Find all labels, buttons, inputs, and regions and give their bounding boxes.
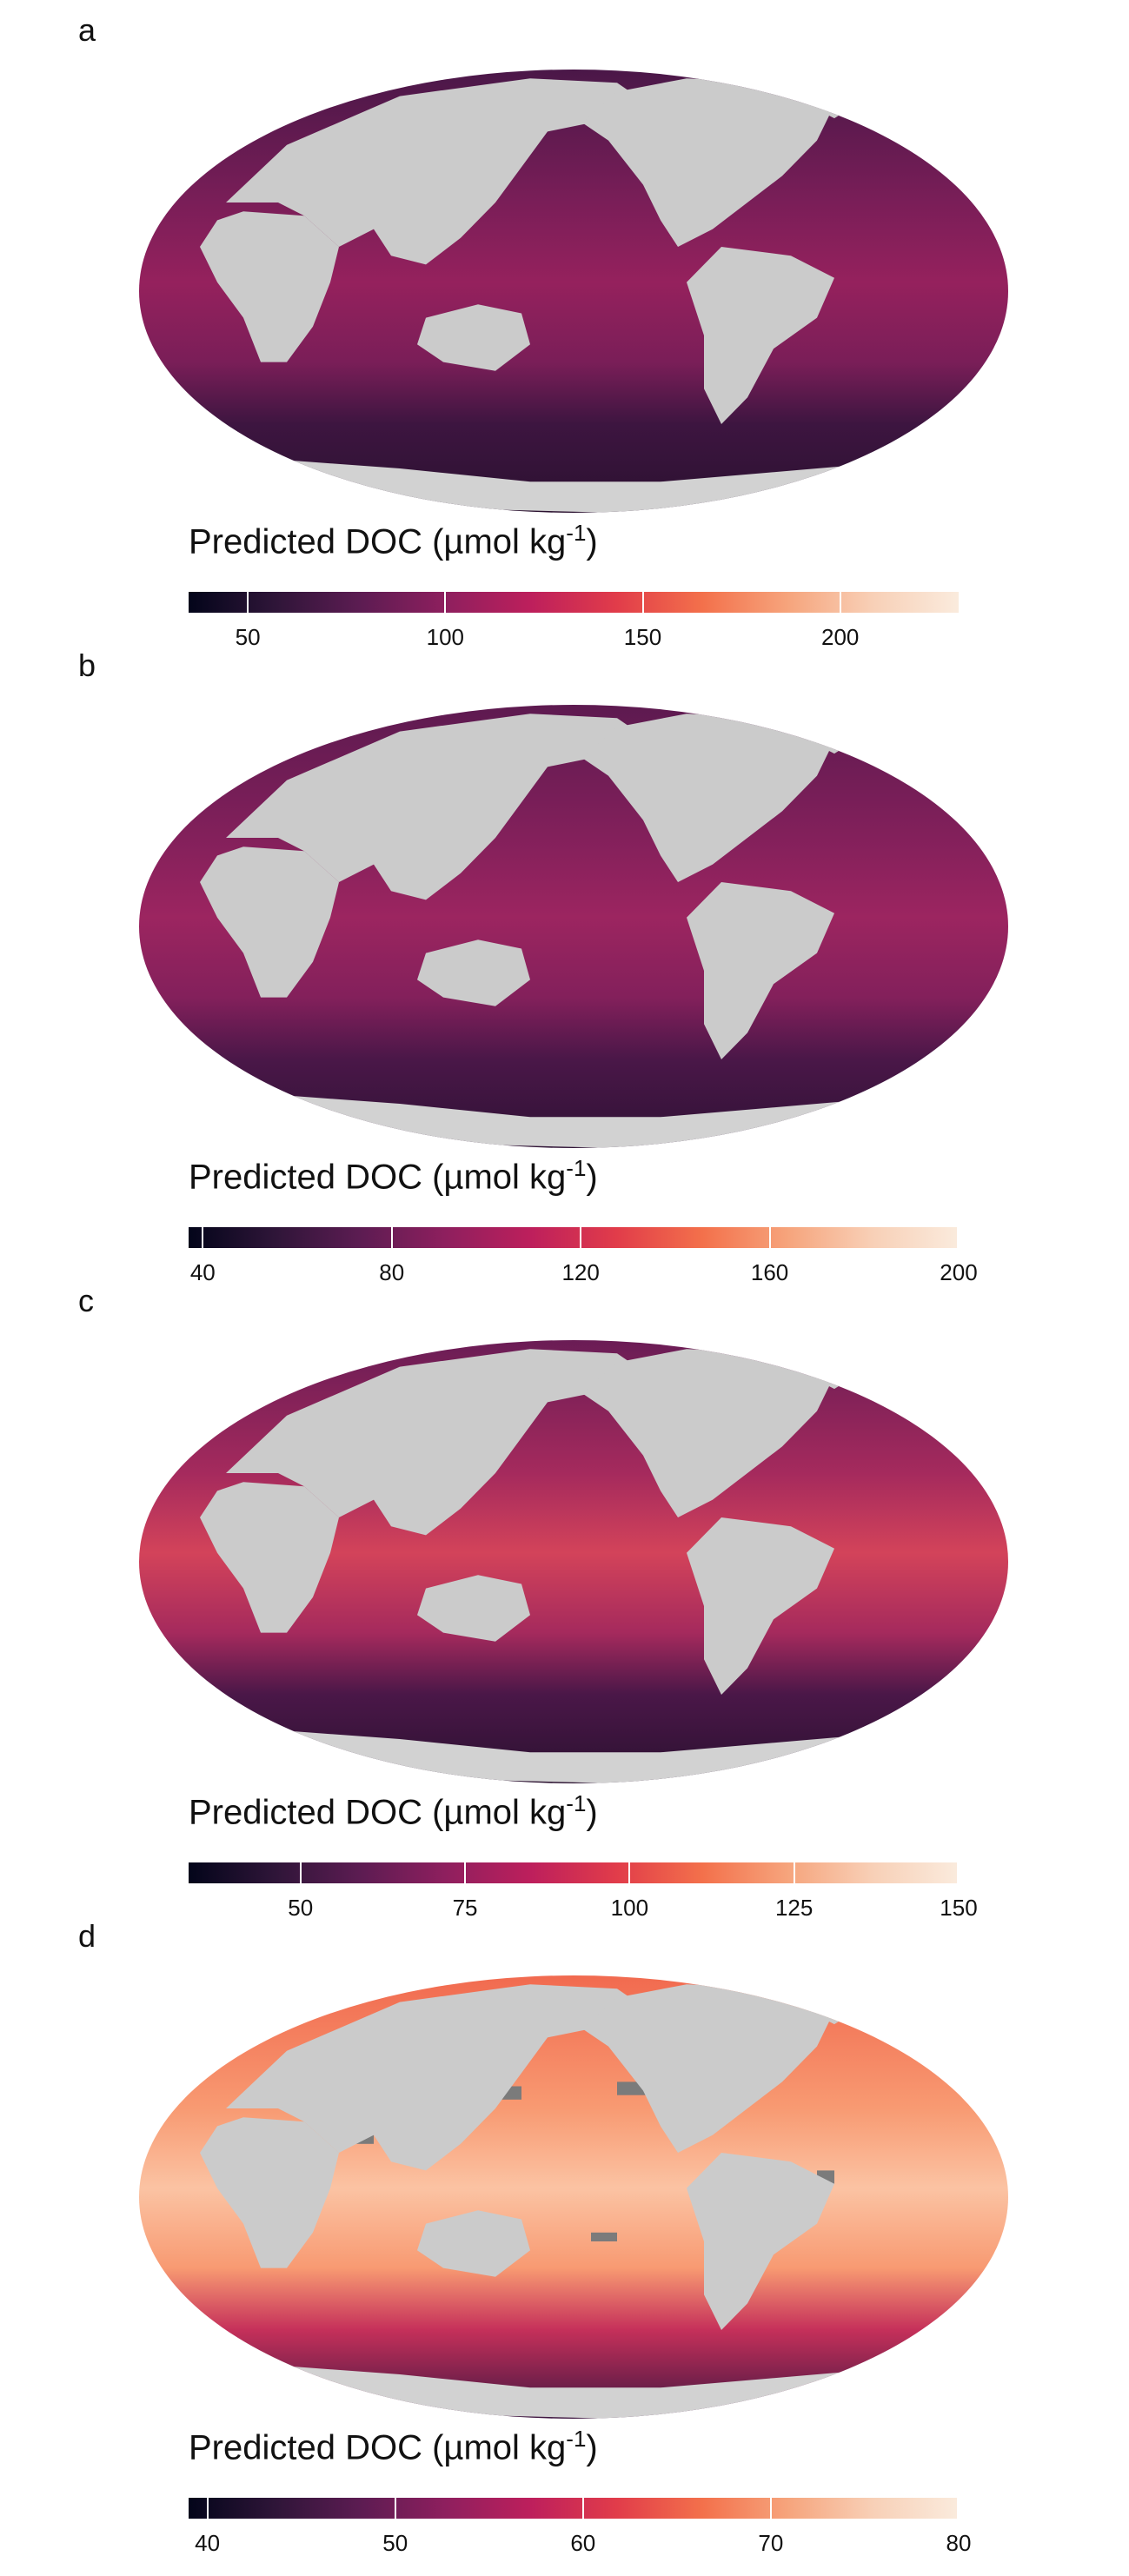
colorbar-tick-label: 40: [195, 2530, 221, 2556]
no-data-patch: [591, 2232, 617, 2241]
landmass-south-america: [687, 2153, 834, 2330]
panel-b: b Predicted DOC (µmol kg-1) 40 80 120 160 20…: [0, 635, 1129, 1285]
landmass-australia: [417, 939, 530, 1006]
landmass-australia: [417, 1575, 530, 1642]
map-svg: [139, 1340, 1008, 1783]
landmass-australia: [417, 2210, 530, 2277]
colorbar-tick: [769, 2498, 772, 2519]
colorbar-tick: [444, 592, 447, 613]
landmass-europe-asia: [226, 1984, 643, 2171]
colorbar-tick: [768, 1227, 771, 1248]
colorbar-tick-label: 60: [570, 2530, 596, 2556]
landmass-north-america: [582, 78, 834, 247]
colorbar: [189, 1862, 959, 1883]
colorbar: [189, 1227, 959, 1248]
world-map: [139, 70, 1008, 513]
colorbar-tick: [394, 2498, 396, 2519]
panel-d: d Predicted DOC (µmol kg-1) 40 50 60 70 80: [0, 1906, 1129, 2556]
world-map: [139, 705, 1008, 1148]
landmass-north-america: [582, 714, 834, 882]
map-svg: [139, 70, 1008, 513]
map-svg: [139, 1975, 1008, 2419]
colorbar: [189, 592, 959, 613]
colorbar-tick: [202, 1227, 204, 1248]
colorbar-tick: [299, 1862, 302, 1883]
colorbar-tick-label: 50: [382, 2530, 408, 2556]
colorbar-tick: [628, 1862, 631, 1883]
landmass-north-america: [582, 1984, 834, 2153]
panel-letter: b: [78, 647, 96, 683]
legend-title: Predicted DOC (µmol kg-1): [189, 2426, 598, 2467]
landmass-south-america: [687, 247, 834, 424]
colorbar-tick-label: 120: [561, 1259, 600, 1285]
world-map: [139, 1340, 1008, 1783]
colorbar-tick-label: 125: [774, 1895, 814, 1921]
map-svg: [139, 705, 1008, 1148]
landmass-africa: [200, 846, 339, 998]
colorbar-tick-label: 80: [946, 2530, 972, 2556]
legend-title: Predicted DOC (µmol kg-1): [189, 1155, 598, 1197]
colorbar-tick: [580, 1227, 582, 1248]
colorbar-tick: [581, 2498, 584, 2519]
colorbar-tick-label: 75: [452, 1895, 478, 1921]
colorbar-tick: [390, 1227, 393, 1248]
panel-a: a Predicted DOC (µmol kg-1) 50 100 150 200: [0, 0, 1129, 650]
colorbar-tick-label: 50: [235, 624, 261, 650]
landmass-north-america: [582, 1349, 834, 1517]
landmass-europe-asia: [226, 714, 643, 900]
colorbar-tick: [839, 592, 841, 613]
colorbar-tick-label: 200: [820, 624, 860, 650]
colorbar-tick-label: 160: [750, 1259, 789, 1285]
landmass-europe-asia: [226, 78, 643, 265]
landmass-south-america: [687, 882, 834, 1059]
legend-title: Predicted DOC (µmol kg-1): [189, 1790, 598, 1832]
colorbar-tick: [957, 1862, 959, 1883]
panel-letter: a: [78, 12, 96, 48]
colorbar-tick-label: 70: [758, 2530, 784, 2556]
colorbar-tick: [957, 2498, 959, 2519]
colorbar-tick-label: 40: [189, 1259, 216, 1285]
landmass-africa: [200, 2117, 339, 2268]
colorbar-tick: [206, 2498, 209, 2519]
colorbar-tick: [957, 1227, 959, 1248]
colorbar: [189, 2498, 959, 2519]
colorbar-tick-label: 100: [426, 624, 465, 650]
colorbar-tick-label: 100: [610, 1895, 649, 1921]
colorbar-tick-label: 80: [379, 1259, 405, 1285]
landmass-europe-asia: [226, 1349, 643, 1536]
colorbar-tick-label: 150: [623, 624, 662, 650]
colorbar-tick-label: 150: [940, 1895, 978, 1921]
panel-c: c Predicted DOC (µmol kg-1) 50 75 100 125 15…: [0, 1271, 1129, 1921]
landmass-africa: [200, 1482, 339, 1633]
colorbar-tick: [464, 1862, 467, 1883]
landmass-africa: [200, 211, 339, 362]
colorbar-tick: [641, 592, 644, 613]
colorbar-tick-label: 50: [288, 1895, 314, 1921]
colorbar-tick: [793, 1862, 795, 1883]
landmass-south-america: [687, 1517, 834, 1695]
panel-letter: d: [78, 1918, 96, 1954]
colorbar-tick: [247, 592, 249, 613]
panel-letter: c: [78, 1283, 94, 1318]
landmass-australia: [417, 304, 530, 371]
colorbar-tick-label: 200: [940, 1259, 978, 1285]
world-map: [139, 1975, 1008, 2419]
legend-title: Predicted DOC (µmol kg-1): [189, 520, 598, 561]
